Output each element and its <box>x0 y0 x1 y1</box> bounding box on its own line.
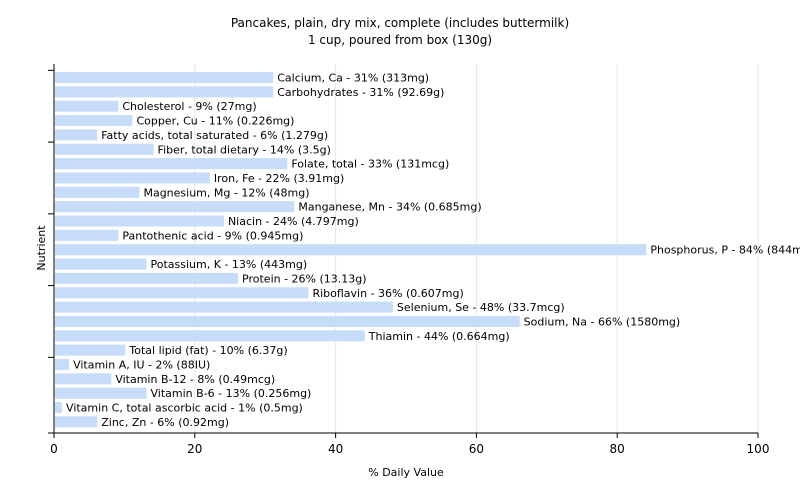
x-tick-label: 80 <box>610 442 625 456</box>
x-axis-title: % Daily Value <box>368 466 444 479</box>
bar <box>55 359 70 370</box>
bar-label: Vitamin A, IU - 2% (88IU) <box>73 359 210 372</box>
bar-label: Zinc, Zn - 6% (0.92mg) <box>101 416 229 429</box>
x-tick-label: 100 <box>747 442 770 456</box>
bar <box>55 301 393 313</box>
bar-label: Cholesterol - 9% (27mg) <box>122 100 256 113</box>
bar <box>55 387 147 399</box>
x-tick-label: 20 <box>187 442 202 456</box>
bar <box>55 344 126 356</box>
bar-label: Pantothenic acid - 9% (0.945mg) <box>122 229 303 242</box>
bar-label: Copper, Cu - 11% (0.226mg) <box>136 115 294 128</box>
bar-label: Iron, Fe - 22% (3.91mg) <box>214 172 344 185</box>
bar-label: Vitamin B-12 - 8% (0.49mcg) <box>115 373 275 386</box>
bar <box>55 186 140 198</box>
bar-label: Folate, total - 33% (131mcg) <box>291 158 449 171</box>
bar-label: Potassium, K - 13% (443mg) <box>151 258 308 271</box>
bar-label: Manganese, Mn - 34% (0.685mg) <box>298 201 481 214</box>
bar-label: Thiamin - 44% (0.664mg) <box>368 330 510 343</box>
bars <box>55 72 647 428</box>
x-tick-label: 40 <box>328 442 343 456</box>
bar-label: Riboflavin - 36% (0.607mg) <box>312 287 463 300</box>
x-tick-label: 0 <box>50 442 58 456</box>
bar-label: Total lipid (fat) - 10% (6.37g) <box>128 344 287 357</box>
axes: 0 20 40 60 80 100 <box>48 64 769 456</box>
bar-label: Vitamin C, total ascorbic acid - 1% (0.5… <box>66 402 303 415</box>
bar <box>55 129 98 141</box>
bar <box>55 201 295 213</box>
bar <box>55 402 63 414</box>
bar <box>55 172 210 184</box>
chart-subtitle: 1 cup, poured from box (130g) <box>308 33 492 47</box>
bar-labels: Calcium, Ca - 31% (313mg)Carbohydrates -… <box>66 72 800 429</box>
bar <box>55 416 98 428</box>
bar <box>55 272 239 284</box>
bar <box>55 258 147 270</box>
bar-label: Carbohydrates - 31% (92.69g) <box>277 86 444 99</box>
bar <box>55 244 647 256</box>
bar-label: Phosphorus, P - 84% (844mg) <box>650 244 800 257</box>
bar <box>55 115 133 127</box>
bar <box>55 229 119 241</box>
bar <box>55 330 365 342</box>
bar-label: Calcium, Ca - 31% (313mg) <box>277 72 429 85</box>
bar <box>55 143 154 155</box>
bar-label: Niacin - 24% (4.797mg) <box>228 215 359 228</box>
bar <box>55 86 274 98</box>
bar <box>55 287 309 299</box>
bar <box>55 158 288 170</box>
bar <box>55 215 224 227</box>
bar-label: Protein - 26% (13.13g) <box>242 272 367 285</box>
bar <box>55 373 112 385</box>
bar <box>55 100 119 112</box>
chart-title: Pancakes, plain, dry mix, complete (incl… <box>231 16 569 30</box>
bar-label: Vitamin B-6 - 13% (0.256mg) <box>151 387 312 400</box>
y-axis-title: Nutrient <box>35 225 48 271</box>
bar <box>55 315 520 327</box>
bar-label: Sodium, Na - 66% (1580mg) <box>524 315 681 328</box>
x-tick-label: 60 <box>469 442 484 456</box>
bar-label: Magnesium, Mg - 12% (48mg) <box>143 186 309 199</box>
bar-label: Fatty acids, total saturated - 6% (1.279… <box>101 129 328 142</box>
bar-label: Fiber, total dietary - 14% (3.5g) <box>158 143 331 156</box>
bar-label: Selenium, Se - 48% (33.7mcg) <box>397 301 565 314</box>
bar <box>55 72 274 83</box>
